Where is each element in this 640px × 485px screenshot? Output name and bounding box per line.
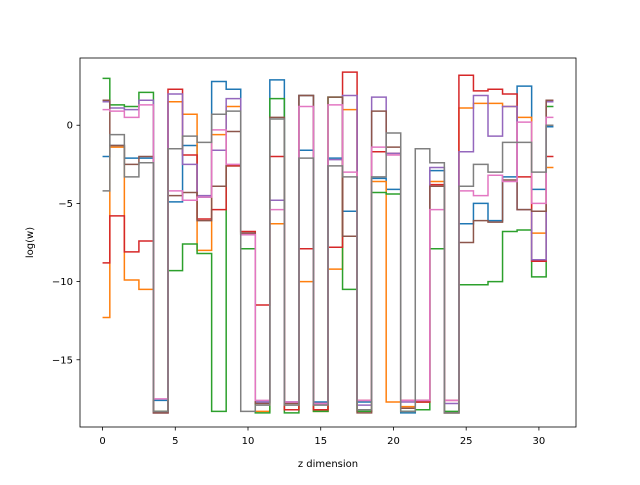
- x-tick-label: 5: [172, 436, 178, 447]
- x-tick-label: 15: [314, 436, 327, 447]
- series-line-8: [102, 110, 554, 414]
- y-axis-label: log(w): [25, 227, 36, 258]
- axis-layer: 0 5 10 15 20 25 30 0 −5 −10 −15: [52, 121, 545, 447]
- y-tick-label: 0: [67, 121, 73, 132]
- series-layer: [102, 71, 554, 414]
- y-tick-label: −10: [52, 277, 73, 288]
- plot-frame: [79, 57, 577, 428]
- series-line-3: [102, 77, 554, 414]
- y-tick-label: −15: [52, 355, 73, 366]
- x-tick-label: 20: [387, 436, 400, 447]
- x-tick-label: 30: [533, 436, 546, 447]
- x-tick-label: 0: [99, 436, 105, 447]
- x-axis-label: z dimension: [298, 459, 358, 470]
- x-tick-label: 25: [460, 436, 473, 447]
- y-tick-label: −5: [58, 199, 73, 210]
- x-tick-label: 10: [242, 436, 255, 447]
